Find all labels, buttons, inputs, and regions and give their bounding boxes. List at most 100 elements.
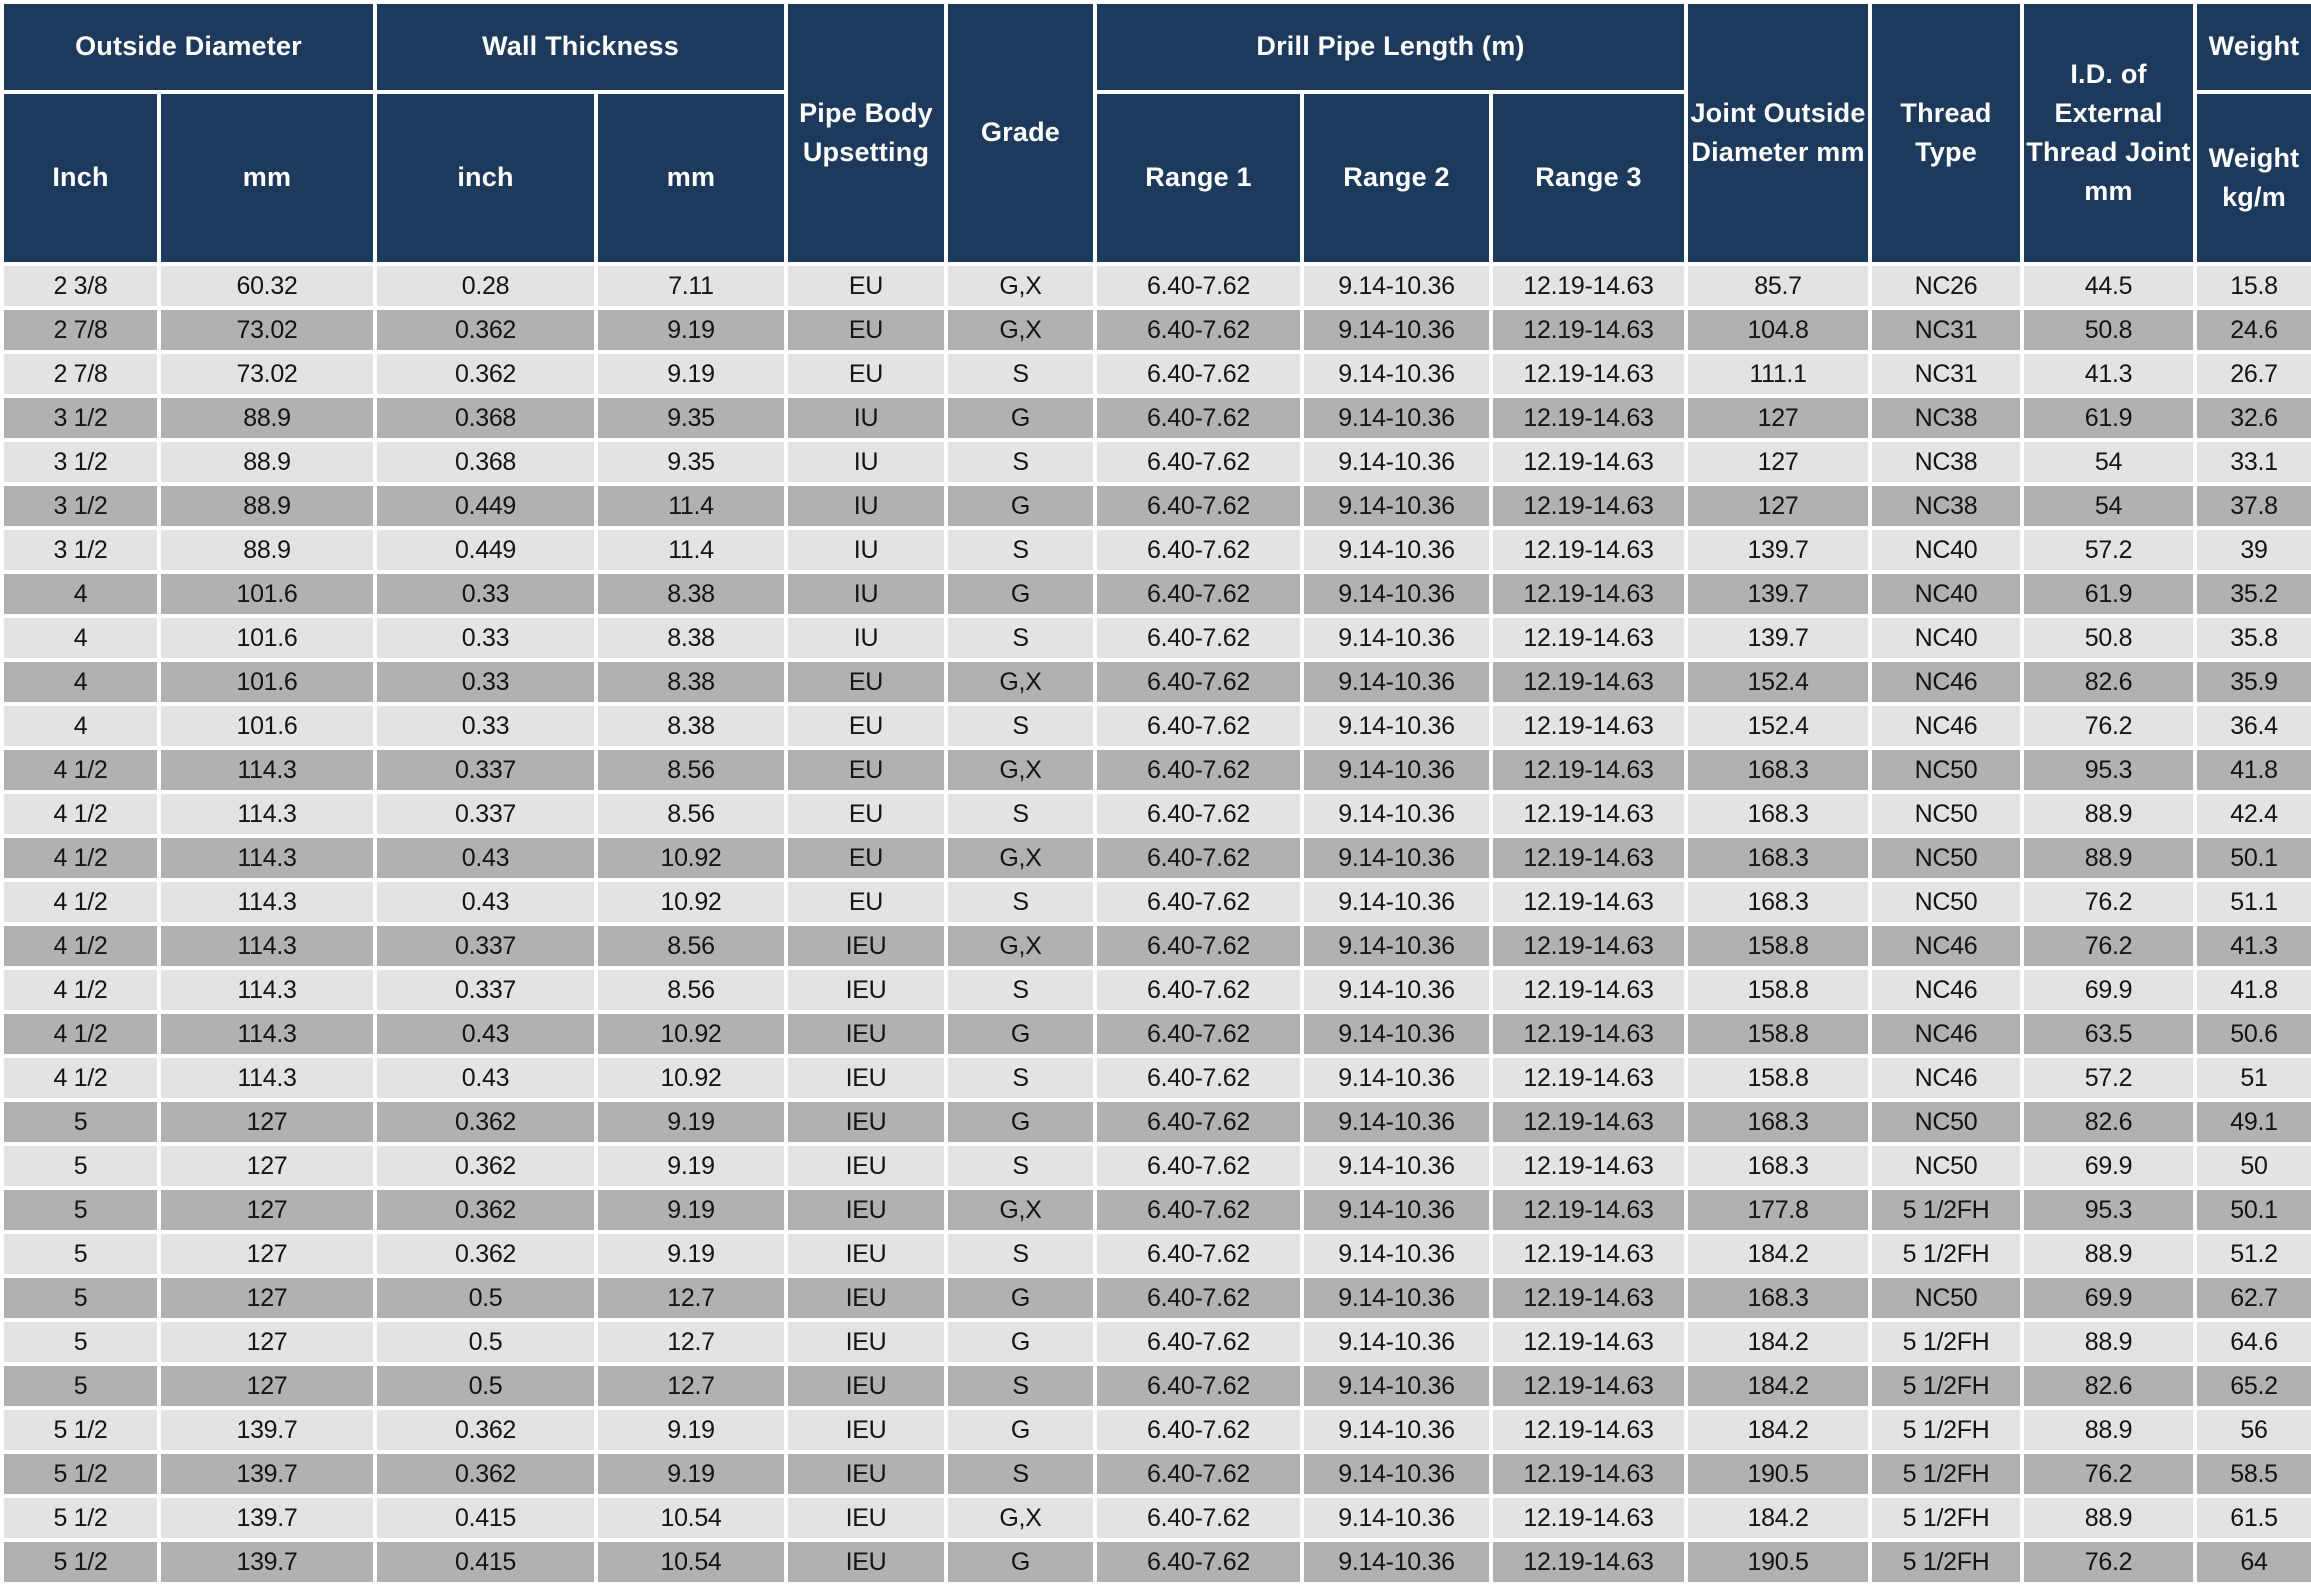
table-cell: 9.14-10.36 [1300,1274,1493,1322]
table-cell: IU [784,438,948,486]
table-cell: 5 [0,1186,161,1234]
table-cell: S [944,966,1097,1014]
table-cell: 127 [1684,394,1873,442]
table-cell: 139.7 [1684,570,1873,618]
table-cell: 0.5 [373,1318,598,1366]
table-cell: 32.6 [2193,394,2311,442]
table-cell: 42.4 [2193,790,2311,838]
table-row: 5 1/2 139.7 0.415 10.54 IEU G,X 6.40-7.62 9.14-… [0,1494,2311,1542]
table-cell: NC40 [1868,614,2025,662]
table-cell: 9.14-10.36 [1300,306,1493,354]
table-cell: 12.19-14.63 [1488,1010,1689,1058]
table-cell: EU [784,306,948,354]
table-cell: IEU [784,1142,948,1190]
table-cell: 101.6 [157,702,377,750]
table-cell: IEU [784,1318,948,1366]
table-cell: 5 1/2FH [1868,1186,2025,1234]
table-cell: 0.415 [373,1494,598,1542]
table-cell: 88.9 [2020,1494,2198,1542]
table-cell: 6.40-7.62 [1093,482,1304,530]
table-cell: 0.43 [373,1010,598,1058]
table-cell: 12.19-14.63 [1488,614,1689,662]
table-cell: 0.337 [373,790,598,838]
table-cell: 41.3 [2193,922,2311,970]
table-cell: 10.92 [594,1054,788,1102]
table-cell: 4 1/2 [0,922,161,970]
table-cell: 5 [0,1142,161,1190]
table-cell: EU [784,702,948,750]
table-cell: 6.40-7.62 [1093,790,1304,838]
header-weight-group: Weight [2193,0,2311,94]
table-cell: 6.40-7.62 [1093,614,1304,662]
table-cell: IEU [784,1274,948,1322]
table-cell: G,X [944,746,1097,794]
table-cell: 0.362 [373,306,598,354]
table-cell: NC46 [1868,1054,2025,1102]
table-cell: 0.43 [373,834,598,882]
table-cell: 4 1/2 [0,1010,161,1058]
table-cell: 61.5 [2193,1494,2311,1542]
table-cell: 50.1 [2193,1186,2311,1234]
table-cell: IEU [784,922,948,970]
header-od-mm: mm [157,90,377,266]
table-cell: S [944,1450,1097,1498]
table-cell: 5 1/2FH [1868,1230,2025,1278]
table-cell: 9.14-10.36 [1300,1186,1493,1234]
table-cell: EU [784,790,948,838]
table-cell: 12.19-14.63 [1488,262,1689,310]
table-cell: S [944,526,1097,574]
table-cell: 9.14-10.36 [1300,438,1493,486]
table-cell: 114.3 [157,922,377,970]
table-cell: 50.6 [2193,1010,2311,1058]
table-cell: IEU [784,1186,948,1234]
table-cell: 127 [157,1318,377,1366]
table-cell: 2 7/8 [0,306,161,354]
table-cell: 0.362 [373,1230,598,1278]
table-cell: 41.8 [2193,966,2311,1014]
table-cell: 5 1/2FH [1868,1450,2025,1498]
table-cell: 4 1/2 [0,966,161,1014]
table-cell: 114.3 [157,790,377,838]
table-cell: 0.449 [373,482,598,530]
table-cell: 8.38 [594,614,788,662]
table-cell: 6.40-7.62 [1093,966,1304,1014]
table-cell: IEU [784,1362,948,1410]
table-cell: 0.33 [373,658,598,706]
table-cell: 168.3 [1684,1098,1873,1146]
table-row: 5 127 0.362 9.19 IEU S 6.40-7.62 9.14-10.36 12.1… [0,1230,2311,1278]
table-cell: 152.4 [1684,702,1873,750]
table-cell: IEU [784,1054,948,1102]
table-row: 4 1/2 114.3 0.337 8.56 EU G,X 6.40-7.62 9.14-10… [0,746,2311,794]
table-cell: IEU [784,1494,948,1542]
table-cell: NC40 [1868,526,2025,574]
table-cell: 9.14-10.36 [1300,1538,1493,1586]
table-cell: NC46 [1868,702,2025,750]
table-cell: G,X [944,922,1097,970]
table-cell: 76.2 [2020,878,2198,926]
table-cell: 190.5 [1684,1450,1873,1498]
table-cell: 127 [157,1230,377,1278]
table-cell: 12.19-14.63 [1488,1406,1689,1454]
table-row: 4 1/2 114.3 0.337 8.56 EU S 6.40-7.62 9.14-10.3… [0,790,2311,838]
table-cell: 5 [0,1274,161,1322]
table-cell: 12.7 [594,1318,788,1366]
table-cell: 6.40-7.62 [1093,1362,1304,1410]
table-cell: G [944,394,1097,442]
table-cell: 5 1/2 [0,1450,161,1498]
table-cell: 4 1/2 [0,1054,161,1102]
table-cell: 114.3 [157,1054,377,1102]
table-cell: 0.5 [373,1274,598,1322]
table-cell: 8.56 [594,922,788,970]
table-row: 2 7/8 73.02 0.362 9.19 EU S 6.40-7.62 9.14-10.3… [0,350,2311,398]
table-cell: 36.4 [2193,702,2311,750]
table-cell: 0.337 [373,966,598,1014]
table-cell: NC38 [1868,482,2025,530]
table-cell: 139.7 [1684,614,1873,662]
table-cell: NC26 [1868,262,2025,310]
table-cell: 4 [0,570,161,618]
table-row: 4 101.6 0.33 8.38 IU S 6.40-7.62 9.14-10.36 12.1… [0,614,2311,662]
table-cell: 56 [2193,1406,2311,1454]
table-row: 3 1/2 88.9 0.449 11.4 IU S 6.40-7.62 9.14-10.36… [0,526,2311,574]
table-cell: 0.33 [373,570,598,618]
table-cell: 5 1/2FH [1868,1494,2025,1542]
